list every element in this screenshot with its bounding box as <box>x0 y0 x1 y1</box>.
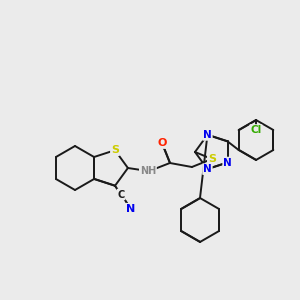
Text: C: C <box>118 190 125 200</box>
Text: Cl: Cl <box>250 125 262 135</box>
Text: N: N <box>203 164 212 174</box>
Text: N: N <box>126 204 136 214</box>
Text: S: S <box>208 154 216 164</box>
Text: NH: NH <box>140 166 156 176</box>
Text: O: O <box>157 138 167 148</box>
Text: N: N <box>223 158 232 168</box>
Text: S: S <box>111 145 119 155</box>
Text: N: N <box>203 130 212 140</box>
